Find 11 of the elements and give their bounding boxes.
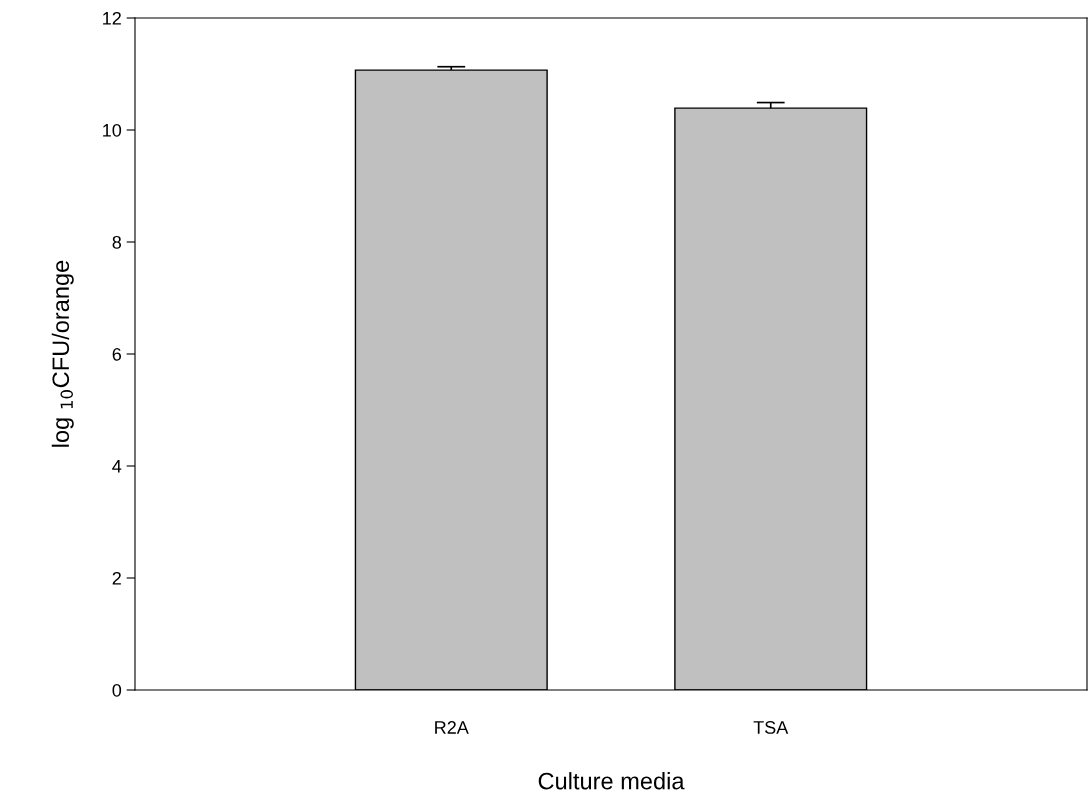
y-tick-label: 2 bbox=[112, 571, 121, 585]
y-tick-label: 8 bbox=[112, 235, 122, 249]
y-axis-title: log $_{10}$CFU/orange bbox=[51, 260, 74, 447]
y-tick-label: 10 bbox=[103, 123, 122, 137]
y-tick-label: 12 bbox=[103, 11, 121, 25]
y-tick-label: 0 bbox=[112, 683, 122, 697]
y-tick-label: 4 bbox=[112, 460, 122, 473]
x-axis-title: Culture media bbox=[538, 772, 685, 790]
y-tick-label: 6 bbox=[112, 347, 122, 361]
x-tick-label: R2A bbox=[435, 721, 469, 734]
x-tick-label: TSA bbox=[753, 721, 789, 734]
